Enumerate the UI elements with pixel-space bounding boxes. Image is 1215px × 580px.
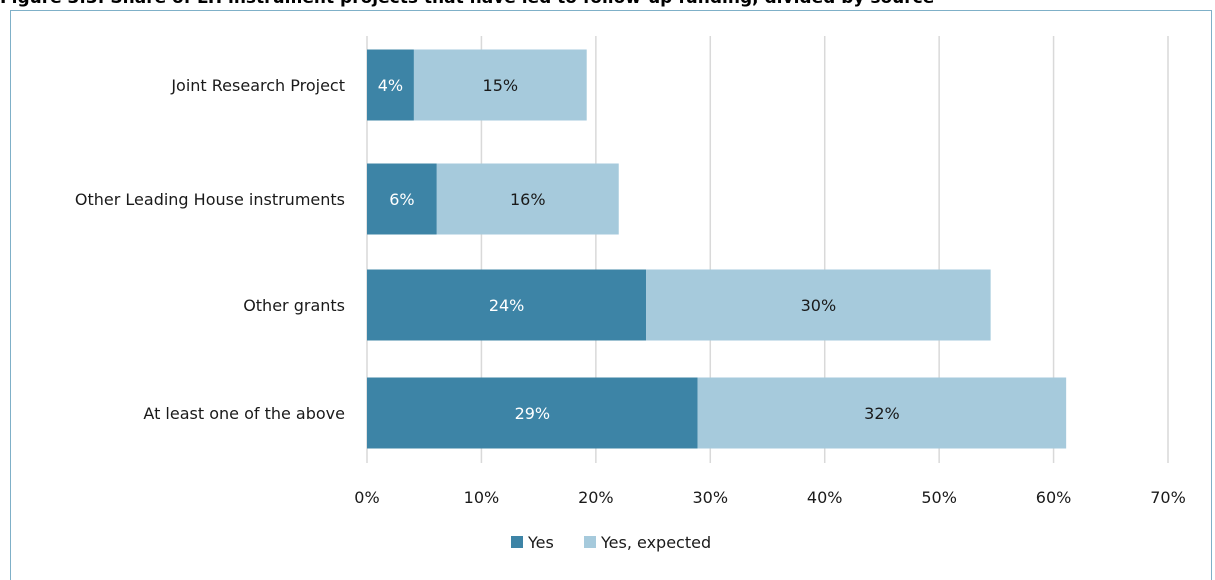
bar-yes-expected-0	[413, 49, 587, 121]
x-tick-label-3: 30%	[693, 488, 729, 507]
bar-yes-expected-1	[436, 163, 619, 235]
x-tick-label-5: 50%	[921, 488, 957, 507]
figure-title: Figure 3.3: Share of LH instrument proje…	[0, 0, 934, 12]
data-label-yes-expected-2: 30%	[801, 296, 837, 315]
x-tick-label-2: 20%	[578, 488, 614, 507]
chart-frame	[10, 10, 1212, 580]
category-label-0: Joint Research Project	[170, 76, 345, 95]
x-tick-label-0: 0%	[354, 488, 379, 507]
data-label-yes-expected-3: 32%	[864, 404, 900, 423]
x-tick-label-1: 10%	[464, 488, 500, 507]
bar-yes-3	[367, 377, 698, 449]
category-label-1: Other Leading House instruments	[75, 190, 345, 209]
data-label-yes-expected-1: 16%	[510, 190, 546, 209]
bar-yes-expected-3	[697, 377, 1067, 449]
bar-yes-1	[367, 163, 437, 235]
category-label-2: Other grants	[243, 296, 345, 315]
x-tick-label-4: 40%	[807, 488, 843, 507]
data-label-yes-3: 29%	[515, 404, 551, 423]
x-tick-label-7: 70%	[1150, 488, 1186, 507]
data-label-yes-0: 4%	[378, 76, 403, 95]
data-label-yes-1: 6%	[389, 190, 414, 209]
data-label-yes-2: 24%	[489, 296, 525, 315]
category-label-3: At least one of the above	[143, 404, 345, 423]
legend-label-yes: Yes	[527, 533, 554, 552]
legend-label-yes-expected: Yes, expected	[600, 533, 711, 552]
bar-yes-expected-2	[646, 269, 991, 341]
legend-swatch-yes-expected	[584, 536, 596, 548]
legend-swatch-yes	[511, 536, 523, 548]
bar-yes-2	[367, 269, 647, 341]
x-tick-label-6: 60%	[1036, 488, 1072, 507]
data-label-yes-expected-0: 15%	[483, 76, 519, 95]
bar-yes-0	[367, 49, 414, 121]
